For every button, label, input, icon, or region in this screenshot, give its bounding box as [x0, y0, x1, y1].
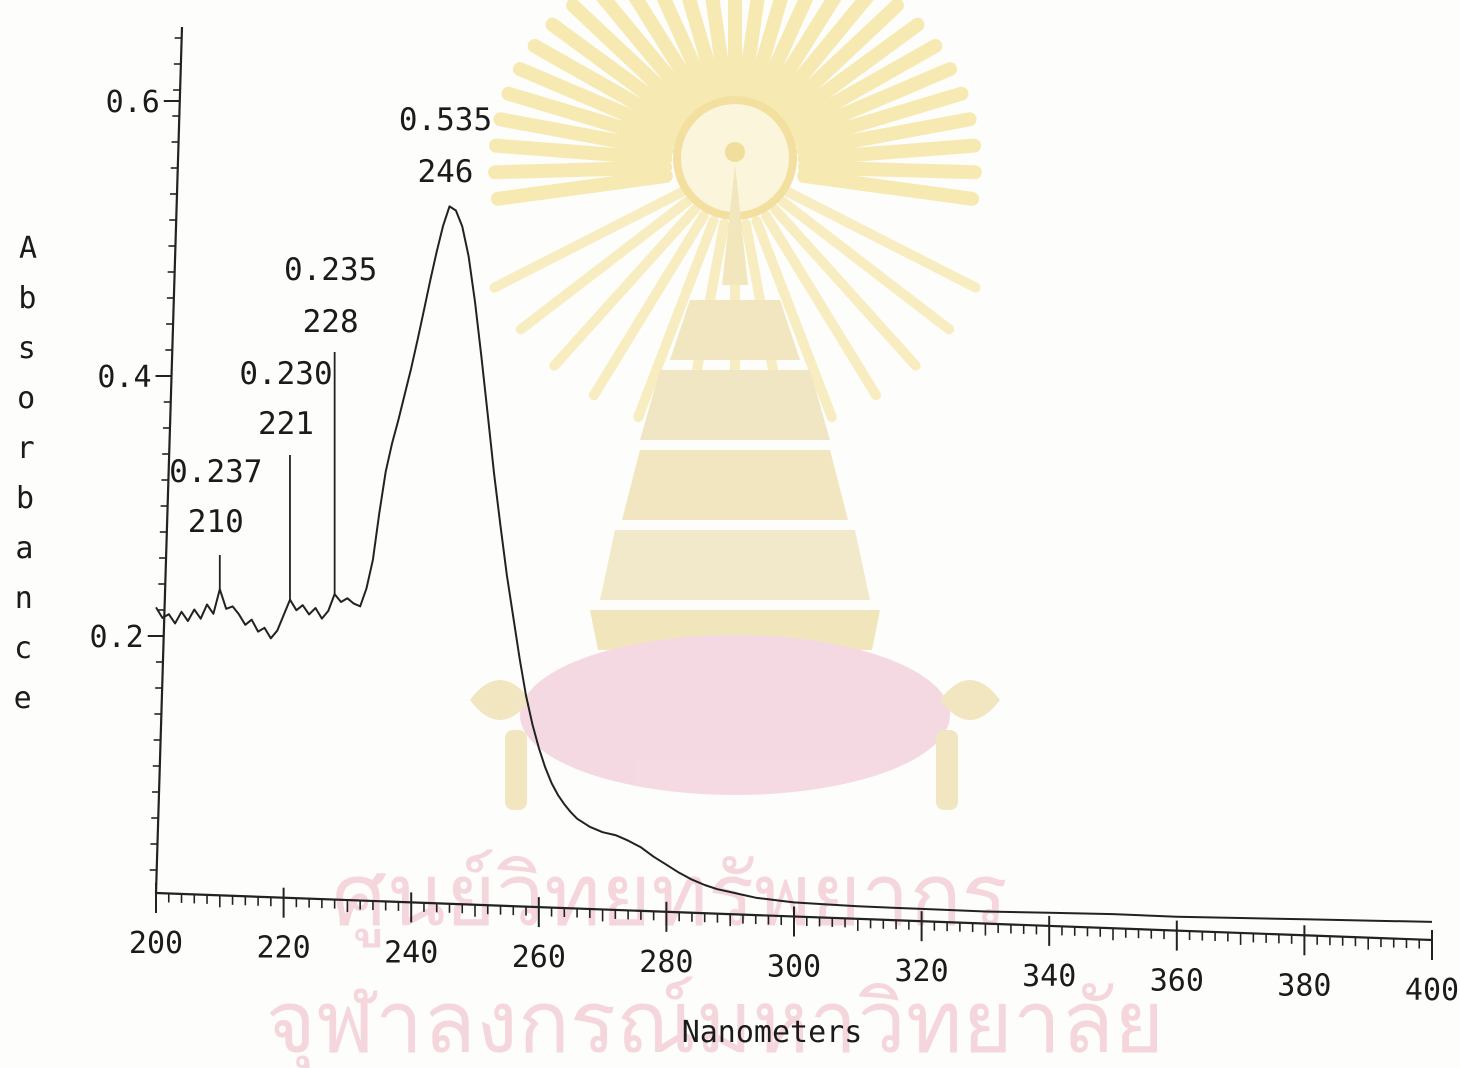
y-axis-title-letter: s [18, 331, 36, 366]
x-tick-label: 260 [512, 940, 566, 975]
absorbance-spectrum-line [155, 205, 1433, 923]
x-tick-label: 300 [767, 950, 821, 985]
annotation-absorbance-value: 0.230 [239, 356, 332, 392]
x-tick-label: 200 [129, 926, 183, 961]
y-axis-title-letter: A [19, 231, 37, 266]
annotation-wavelength-value: 246 [417, 154, 473, 190]
y-axis-title-letter: b [16, 481, 34, 516]
annotation-wavelength-value: 210 [188, 504, 244, 540]
y-axis-line [154, 26, 184, 894]
annotation-wavelength-value: 221 [258, 406, 314, 442]
x-tick-label: 340 [1022, 959, 1076, 994]
x-tick-label: 320 [895, 954, 949, 989]
annotation-wavelength-value: 228 [303, 304, 359, 340]
axes: 200 220 240 260 280 300 320 340 360 380 400 0.2 0.4… [90, 26, 1459, 1008]
watermark-line-1: ศูนย์วิทยทรัพยากร [332, 846, 1008, 948]
x-tick-label: 220 [257, 931, 311, 966]
y-axis-title-letter: r [17, 431, 35, 466]
y-tick-label: 0.6 [106, 85, 160, 120]
annotation-absorbance-value: 0.535 [399, 102, 492, 138]
x-tick-label: 360 [1150, 964, 1204, 999]
annotation-absorbance-value: 0.237 [169, 454, 262, 490]
y-tick-label: 0.4 [97, 360, 151, 395]
y-axis-title-letter: a [15, 531, 33, 566]
x-major-ticks: 200 220 240 260 280 300 320 340 360 380 400 [129, 883, 1459, 1008]
y-axis-title-letter: o [17, 381, 35, 416]
y-tick-label: 0.2 [90, 620, 144, 655]
y-axis-title-letter: c [14, 631, 32, 666]
y-axis-title-letter: n [15, 581, 33, 616]
annotation-absorbance-value: 0.235 [284, 252, 377, 288]
chulalongkorn-phra-kiao-emblem-icon [470, 0, 1000, 810]
x-tick-label: 380 [1277, 968, 1331, 1003]
x-tick-label: 280 [639, 945, 693, 980]
y-axis-title-letter: b [18, 281, 36, 316]
y-major-ticks: 0.2 0.4 0.6 [90, 85, 180, 655]
x-tick-label: 400 [1405, 973, 1459, 1008]
watermark-line-2: จุฬาลงกรณ์มหาวิทยาลัย [266, 973, 1165, 1068]
x-tick-label: 240 [384, 935, 438, 970]
y-axis-title-letter: e [14, 681, 32, 716]
x-minor-ticks [167, 893, 1421, 950]
peak-annotations: 0.237 210 0.230 221 0.235 228 0.535 246 [169, 102, 492, 600]
x-axis-title: Nanometers [682, 1015, 863, 1050]
